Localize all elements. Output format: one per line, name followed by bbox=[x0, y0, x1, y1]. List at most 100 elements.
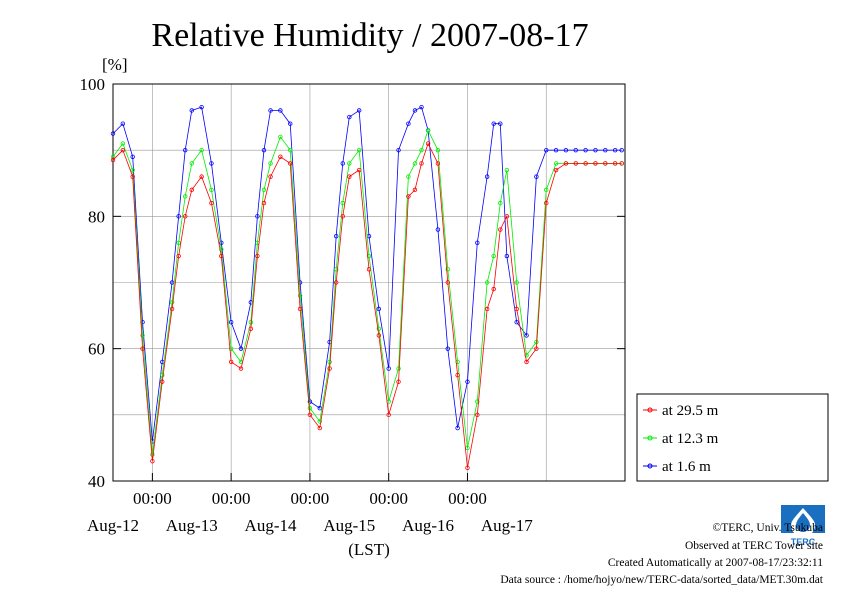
data-point bbox=[396, 147, 401, 153]
data-point bbox=[419, 147, 424, 153]
series-at-1-6-m bbox=[110, 104, 624, 444]
series-line bbox=[112, 142, 622, 468]
data-point bbox=[356, 147, 362, 153]
data-point bbox=[169, 300, 175, 305]
data-point bbox=[491, 121, 496, 126]
source-text: Data source : /home/hojyo/new/TERC-data/… bbox=[500, 574, 823, 586]
x-day-label: Aug-13 bbox=[166, 516, 218, 535]
data-point bbox=[120, 121, 126, 126]
data-point bbox=[583, 161, 588, 166]
data-point bbox=[366, 267, 372, 272]
legend-box bbox=[636, 393, 829, 482]
data-point bbox=[445, 346, 450, 351]
data-point bbox=[406, 194, 411, 199]
series-layer bbox=[110, 104, 624, 470]
data-point bbox=[288, 121, 293, 126]
data-point bbox=[412, 108, 418, 113]
data-point bbox=[563, 147, 569, 153]
legend-label: at 29.5 m bbox=[662, 403, 719, 419]
data-point bbox=[189, 187, 194, 193]
data-point bbox=[219, 253, 224, 259]
x-day-label: Aug-14 bbox=[245, 516, 297, 535]
data-point bbox=[498, 227, 503, 232]
data-point bbox=[534, 174, 539, 179]
data-point bbox=[248, 320, 254, 325]
data-point bbox=[593, 147, 598, 153]
data-point bbox=[603, 161, 608, 166]
logo-text: TERC bbox=[791, 537, 816, 547]
data-point bbox=[583, 147, 588, 153]
data-point bbox=[317, 419, 322, 424]
data-point bbox=[333, 280, 339, 285]
data-point bbox=[160, 379, 165, 384]
x-tick-time-label: 00:00 bbox=[212, 489, 251, 508]
data-point bbox=[435, 227, 441, 232]
data-point bbox=[612, 147, 618, 153]
series-at-29-5-m bbox=[110, 141, 624, 470]
data-point bbox=[288, 161, 293, 166]
data-point bbox=[120, 147, 126, 153]
chart-title: Relative Humidity / 2007-08-17 bbox=[151, 17, 588, 54]
data-point bbox=[238, 346, 244, 351]
data-point bbox=[176, 253, 181, 259]
data-point bbox=[347, 174, 352, 179]
data-point bbox=[297, 293, 303, 298]
data-point bbox=[475, 399, 480, 404]
data-point bbox=[612, 161, 618, 166]
data-point bbox=[396, 379, 401, 384]
data-point bbox=[307, 412, 313, 418]
data-point bbox=[498, 200, 503, 206]
data-point bbox=[491, 253, 496, 259]
data-point bbox=[553, 167, 559, 173]
data-point bbox=[228, 320, 234, 325]
data-point bbox=[544, 200, 549, 206]
data-point bbox=[140, 333, 145, 338]
data-point bbox=[524, 333, 529, 338]
x-day-label: Aug-15 bbox=[323, 516, 375, 535]
x-tick-time-label: 00:00 bbox=[291, 489, 330, 508]
data-point bbox=[553, 147, 559, 153]
data-point bbox=[445, 267, 450, 272]
x-day-label: Aug-12 bbox=[87, 516, 139, 535]
data-point bbox=[356, 167, 362, 173]
data-point bbox=[150, 458, 155, 464]
data-point bbox=[504, 167, 510, 173]
data-point bbox=[347, 161, 352, 166]
data-point bbox=[356, 108, 362, 113]
x-tick-time-label: 00:00 bbox=[448, 489, 487, 508]
data-point bbox=[514, 320, 519, 325]
data-point bbox=[228, 346, 234, 351]
data-point bbox=[219, 240, 224, 245]
data-point bbox=[619, 161, 624, 166]
data-point bbox=[150, 452, 155, 457]
data-point bbox=[209, 200, 214, 206]
data-point bbox=[553, 161, 559, 166]
data-point bbox=[228, 359, 234, 365]
data-point bbox=[255, 253, 260, 259]
data-point bbox=[255, 214, 260, 219]
data-point bbox=[288, 147, 293, 153]
data-point bbox=[593, 161, 598, 166]
data-point bbox=[307, 399, 313, 404]
data-point bbox=[455, 425, 460, 431]
data-point bbox=[419, 161, 424, 166]
legend-label: at 12.3 m bbox=[662, 431, 719, 447]
data-point bbox=[563, 161, 569, 166]
data-point bbox=[307, 406, 313, 411]
legend-label: at 1.6 m bbox=[662, 459, 711, 475]
data-point bbox=[376, 306, 382, 312]
data-point bbox=[347, 114, 352, 120]
data-point bbox=[445, 280, 450, 285]
data-point bbox=[435, 147, 441, 153]
data-point bbox=[183, 147, 188, 153]
data-point bbox=[130, 167, 135, 173]
data-point bbox=[406, 121, 411, 126]
data-point bbox=[603, 147, 608, 153]
data-point bbox=[366, 253, 372, 259]
data-point bbox=[130, 174, 135, 179]
data-point bbox=[376, 333, 382, 338]
data-point bbox=[140, 346, 145, 351]
data-point bbox=[484, 306, 490, 312]
data-point bbox=[219, 247, 224, 252]
data-point bbox=[278, 134, 283, 140]
